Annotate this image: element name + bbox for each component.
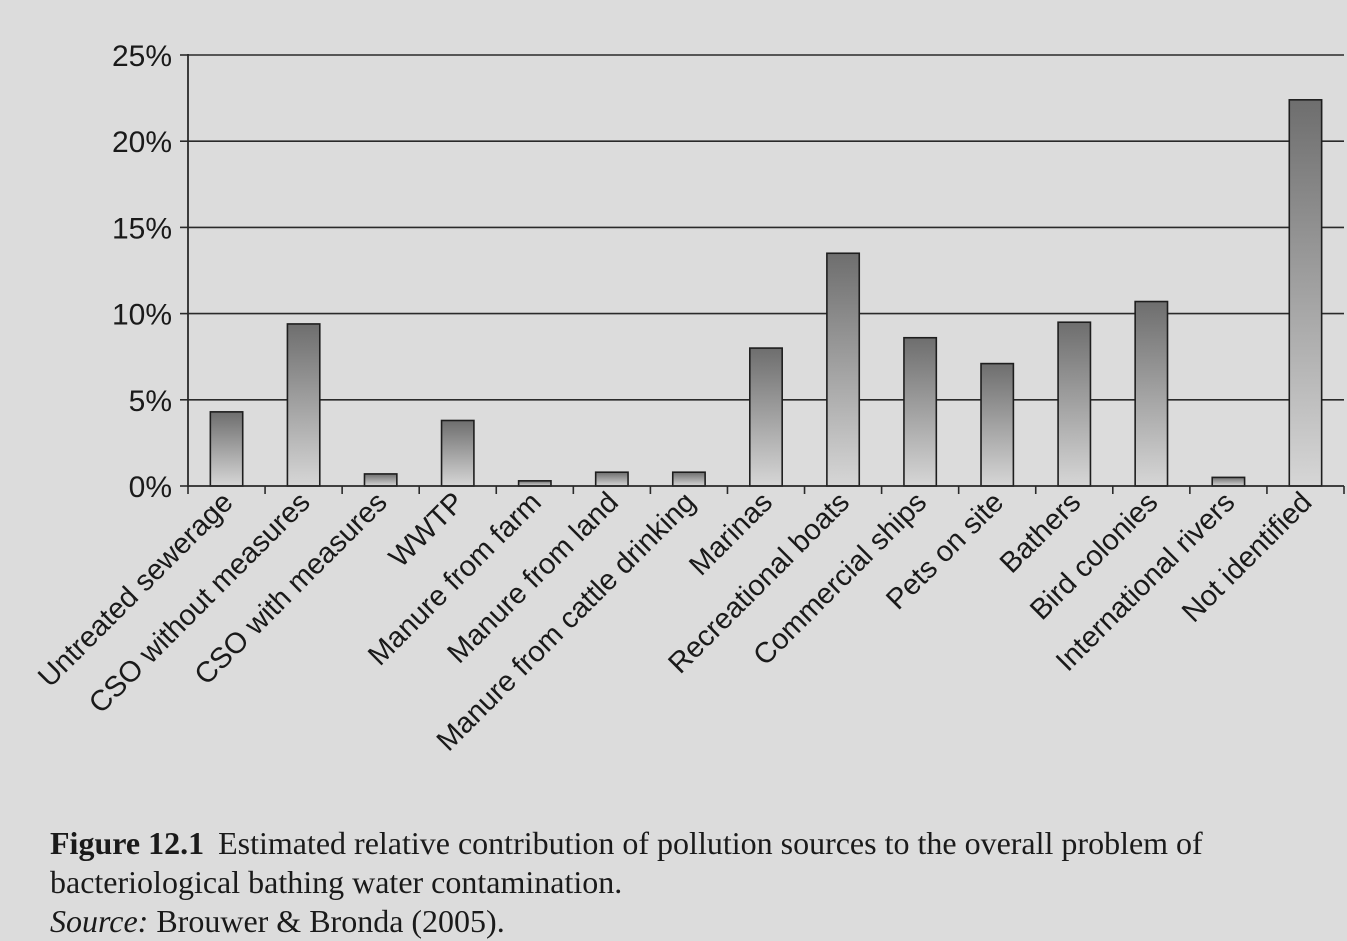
bar-12 [1134,300,1169,487]
bars [209,99,1323,487]
y-tick-label-0: 0% [129,471,172,504]
bar-8 [826,252,861,487]
axes [187,54,1345,494]
y-axis-ticks: 0% 5% 10% 15% 20% 25% [112,40,188,504]
bar-2 [363,473,398,487]
bar-1 [286,323,321,487]
source-text: Brouwer & Bronda (2005). [156,903,505,939]
y-tick-label-1: 5% [129,385,172,418]
bar-10 [980,362,1015,487]
bar-0 [209,411,244,487]
y-tick-label-5: 25% [112,40,172,73]
bar-13 [1211,476,1246,487]
caption-source: Source: Brouwer & Bronda (2005). [50,902,1320,941]
caption-text: Estimated relative contribution of pollu… [50,825,1203,900]
bar-6 [671,471,706,487]
bar-11 [1057,321,1092,487]
figure-caption: Figure 12.1 Estimated relative contributi… [50,824,1320,941]
bar-7 [749,347,783,487]
bar-3 [440,419,475,487]
bar-9 [903,336,938,487]
bar-14 [1288,99,1323,487]
source-label: Source: [50,903,149,939]
figure-number: Figure 12.1 [50,825,205,861]
caption-main: Figure 12.1 Estimated relative contributi… [50,824,1320,902]
y-tick-label-3: 15% [112,212,172,245]
y-tick-label-4: 20% [112,126,172,159]
bar-5 [594,471,629,487]
y-tick-label-2: 10% [112,299,172,332]
